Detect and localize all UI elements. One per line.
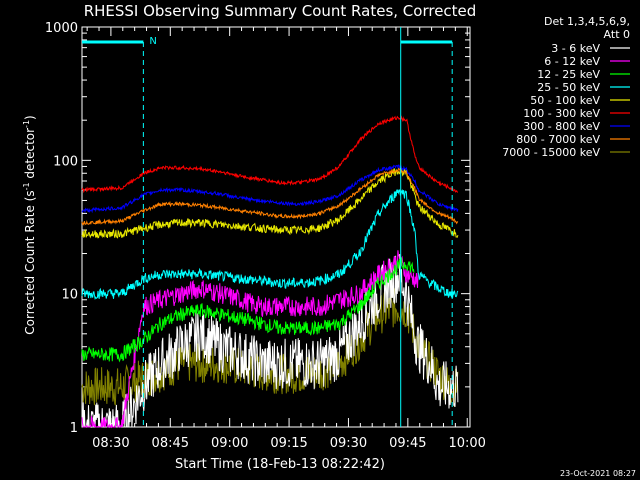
y-tick-label: 100 <box>53 154 78 169</box>
y-tick-label: 10 <box>61 288 78 303</box>
legend-label-s1: 6 - 12 keV <box>544 55 600 68</box>
y-axis-label-end: ) <box>23 115 37 120</box>
series-line-300-800keV <box>81 164 459 214</box>
legend-label-s2: 12 - 25 keV <box>537 68 600 81</box>
series-line-3-6keV <box>82 253 459 429</box>
y-axis-label-sup1: -1 <box>22 182 31 190</box>
legend-header-line-1: Det 1,3,4,5,6,9, <box>544 15 630 28</box>
plot-frame <box>81 26 471 428</box>
legend-label-s5: 100 - 300 keV <box>523 107 600 120</box>
y-axis-label-main: Corrected Count Rate (s <box>23 190 37 334</box>
x-axis-label: Start Time (18-Feb-13 08:22:42) <box>175 457 385 472</box>
legend-header-line-2: Att 0 <box>604 28 630 41</box>
legend-label-s0: 3 - 6 keV <box>551 42 600 55</box>
x-tick-label: 08:45 <box>152 436 189 451</box>
x-tick-label: 08:30 <box>92 436 129 451</box>
night-label: N <box>149 36 156 47</box>
legend-label-s7: 800 - 7000 keV <box>516 133 600 146</box>
footer-timestamp: 23-Oct-2021 08:27 <box>560 469 636 478</box>
x-tick-label: 09:00 <box>211 436 248 451</box>
legend-label-s4: 50 - 100 keV <box>530 94 600 107</box>
y-axis-label-mid: detector <box>23 128 37 183</box>
chart-title: RHESSI Observing Summary Count Rates, Co… <box>84 2 477 20</box>
series-line-800-7000keV <box>81 167 459 226</box>
x-tick-label: 10:00 <box>448 436 485 451</box>
y-tick-label: 1000 <box>45 21 78 36</box>
series-line-12-25keV <box>81 256 415 363</box>
series-line-100-300keV <box>81 115 458 194</box>
series-line-25-50keV <box>81 188 459 301</box>
x-tick-label: 09:30 <box>330 436 367 451</box>
x-tick-label: 09:45 <box>389 436 426 451</box>
legend-label-s3: 25 - 50 keV <box>537 81 600 94</box>
legend-label-s8: 7000 - 15000 keV <box>502 146 600 159</box>
y-tick-label: 1 <box>70 421 78 436</box>
x-tick-label: 09:15 <box>270 436 307 451</box>
series-line-7000-15000keV <box>81 288 459 408</box>
plot-area: 1 10 100 1000 08:30 08:45 09:00 09:15 09:30 09:45… <box>45 21 486 451</box>
y-axis-label: Corrected Count Rate (s-1 detector-1) <box>22 115 37 334</box>
legend-label-s6: 300 - 800 keV <box>523 120 600 133</box>
series-line-50-100keV <box>81 166 459 239</box>
y-axis-label-sup2: -1 <box>22 120 31 128</box>
